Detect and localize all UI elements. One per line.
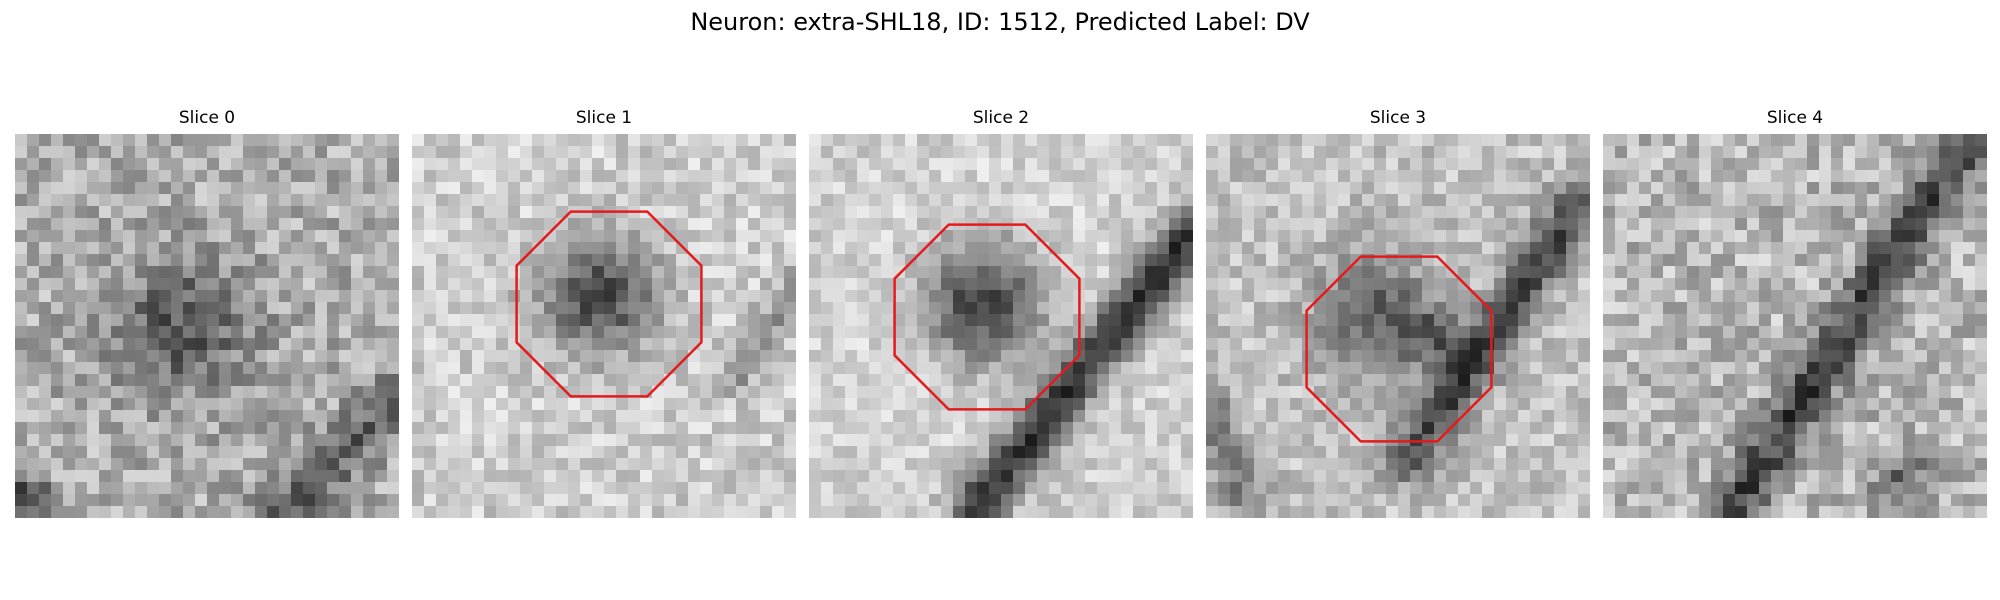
slice-panel: Slice 1 <box>412 108 796 518</box>
slice-panel: Slice 0 <box>15 108 399 518</box>
slice-image <box>412 134 796 518</box>
roi-outline <box>1305 255 1493 443</box>
slice-title: Slice 0 <box>178 108 236 128</box>
roi-outline <box>515 210 703 398</box>
slice-title: Slice 1 <box>575 108 633 128</box>
slice-panel: Slice 2 <box>809 108 1193 518</box>
slice-panel: Slice 4 <box>1603 108 1987 518</box>
slice-title: Slice 4 <box>1766 108 1824 128</box>
roi-outline <box>893 223 1081 411</box>
slice-image <box>15 134 399 518</box>
figure-title: Neuron: extra-SHL18, ID: 1512, Predicted… <box>690 8 1310 36</box>
slice-panel: Slice 3 <box>1206 108 1590 518</box>
slice-image <box>809 134 1193 518</box>
slice-image <box>1206 134 1590 518</box>
slice-image <box>1603 134 1987 518</box>
slice-title: Slice 2 <box>972 108 1030 128</box>
slice-title: Slice 3 <box>1369 108 1427 128</box>
